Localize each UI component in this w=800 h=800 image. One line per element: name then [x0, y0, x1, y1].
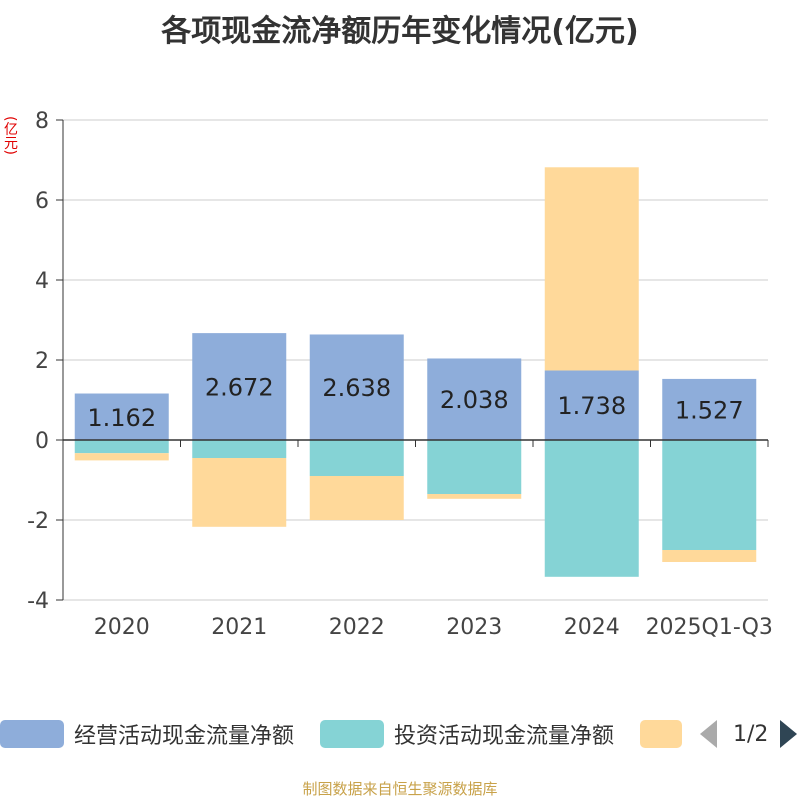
bar-data-label: 2.038: [440, 386, 509, 414]
x-tick-label: 2021: [211, 615, 267, 640]
x-tick-label: 2025Q1-Q3: [646, 615, 773, 640]
legend-next-page-icon[interactable]: [780, 720, 798, 748]
bar-investing: [192, 440, 287, 458]
legend-item-investing[interactable]: 投资活动现金流量净额: [320, 716, 614, 752]
bar-data-label: 1.738: [557, 392, 626, 420]
data-source-note: 制图数据来自恒生聚源数据库: [302, 780, 498, 798]
bar-operating: [74, 393, 169, 440]
y-tick-label: 6: [35, 189, 49, 214]
y-tick-label: 0: [35, 429, 49, 454]
x-tick-label: 2020: [94, 615, 150, 640]
y-tick-label: 8: [35, 109, 49, 134]
bar-financing: [427, 494, 522, 499]
x-tick-label: 2023: [446, 615, 502, 640]
bar-operating: [662, 378, 757, 440]
bar-operating: [427, 358, 522, 440]
legend-prev-page-icon[interactable]: [700, 720, 717, 748]
legend-swatch-financing: [640, 720, 682, 748]
legend-label-operating: 经营活动现金流量净额: [74, 724, 295, 749]
legend-page-indicator: 1/2: [733, 721, 769, 747]
y-tick-label: 4: [35, 269, 49, 294]
bar-data-label: 2.672: [205, 374, 274, 402]
legend: 经营活动现金流量净额 投资活动现金流量净额: [0, 716, 800, 756]
bar-investing: [662, 440, 757, 550]
bar-data-label: 1.162: [87, 404, 156, 432]
bar-financing: [309, 476, 404, 520]
y-axis-unit-label: (亿元): [2, 116, 18, 155]
y-tick-label: 2: [35, 349, 49, 374]
stacked-bar-chart: -4 -2 0 2 4 6 8 1.162 2020 2.672 2021 2.638 2022 2.03…: [27, 109, 773, 640]
chart-title: 各项现金流净额历年变化情况(亿元): [161, 14, 639, 49]
bar-financing: [74, 453, 169, 461]
bar-investing: [309, 440, 404, 476]
legend-item-operating[interactable]: 经营活动现金流量净额: [0, 716, 294, 752]
y-tick-label: -2: [27, 509, 49, 534]
bar-investing: [74, 440, 169, 454]
bar-data-label: 1.527: [675, 396, 744, 424]
bar-financing: [544, 167, 639, 371]
legend-item-financing[interactable]: [640, 716, 682, 752]
x-tick-label: 2022: [329, 615, 385, 640]
bar-investing: [427, 440, 522, 494]
legend-swatch-operating: [0, 720, 64, 748]
x-tick-label: 2024: [564, 615, 620, 640]
legend-label-investing: 投资活动现金流量净额: [394, 724, 615, 749]
legend-swatch-investing: [320, 720, 384, 748]
legend-pager: 1/2: [700, 716, 798, 752]
bar-financing: [662, 550, 757, 562]
bar-financing: [192, 458, 287, 527]
bar-investing: [544, 440, 639, 577]
bar-operating: [544, 370, 639, 440]
bar-data-label: 2.638: [322, 374, 391, 402]
y-tick-label: -4: [27, 589, 49, 614]
bar-operating: [309, 334, 404, 440]
bar-operating: [192, 333, 287, 440]
